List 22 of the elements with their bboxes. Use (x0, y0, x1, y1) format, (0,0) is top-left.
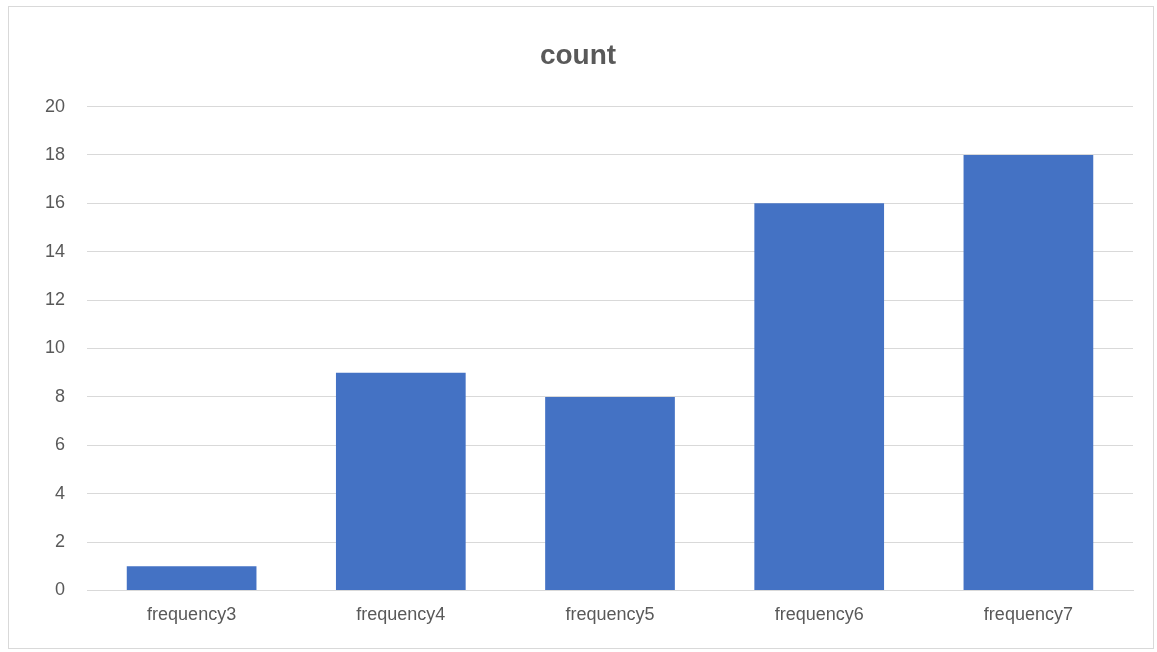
y-tick-label: 16 (44, 192, 66, 213)
bar (754, 203, 885, 590)
bar (545, 396, 675, 590)
x-tick-label: frequency3 (147, 604, 237, 625)
chart-title: count (539, 38, 617, 70)
y-tick-label: 4 (55, 482, 66, 503)
y-tick-label: 8 (55, 385, 66, 406)
y-tick-label: 12 (44, 289, 66, 310)
y-tick-label: 10 (44, 337, 66, 358)
x-tick-label: frequency7 (983, 604, 1073, 625)
bar (963, 154, 1094, 590)
y-tick-label: 18 (44, 143, 66, 164)
y-tick-label: 0 (55, 579, 66, 600)
bar (126, 566, 257, 590)
y-tick-label: 14 (44, 240, 66, 261)
x-tick-label: frequency5 (565, 604, 655, 625)
bar (335, 372, 466, 590)
x-tick-label: frequency6 (774, 604, 864, 625)
x-tick-label: frequency4 (356, 604, 446, 625)
y-tick-label: 2 (55, 530, 66, 551)
y-tick-label: 20 (44, 95, 66, 116)
y-tick-label: 6 (55, 434, 66, 455)
